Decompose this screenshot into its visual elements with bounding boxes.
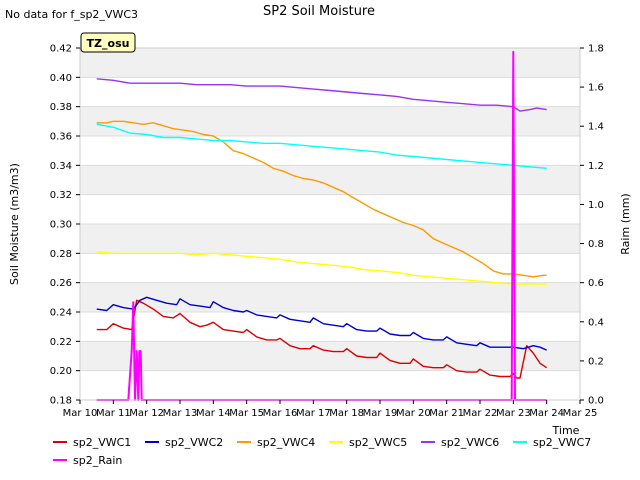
series-line-sp2_VWC6 <box>96 78 547 112</box>
y-tick-label: 0.20 <box>50 366 72 377</box>
x-tick-label: Mar 19 <box>363 408 398 419</box>
legend-label: sp2_VWC1 <box>73 436 131 449</box>
series-line-sp2_VWC5 <box>96 251 547 285</box>
grid-band <box>80 282 580 312</box>
y-tick-label: 0.40 <box>50 73 72 84</box>
x-tick-label: Mar 16 <box>263 408 298 419</box>
series-line-sp2_VWC1 <box>96 299 548 379</box>
x-tick-label: Mar 17 <box>296 408 331 419</box>
y-tick-label: 0.38 <box>50 102 72 113</box>
x-tick-label: Mar 11 <box>96 408 131 419</box>
grid-band <box>80 341 580 371</box>
y-tick-label: 0.34 <box>50 161 72 172</box>
badge-label: TZ_osu <box>87 37 130 50</box>
y-tick-label: 0.28 <box>50 249 72 260</box>
y2-tick-label: 1.4 <box>588 122 604 133</box>
y-tick-label: 0.24 <box>50 308 72 319</box>
x-tick-label: Mar 21 <box>429 408 464 419</box>
series-layer <box>96 50 548 401</box>
legend-label: sp2_VWC6 <box>441 436 499 449</box>
y2-axis-label: Raim (mm) <box>619 193 632 254</box>
y2-tick-label: 0.2 <box>588 356 604 367</box>
grid-bands <box>80 48 580 400</box>
grid-band <box>80 106 580 136</box>
y2-tick-label: 0.8 <box>588 239 604 250</box>
x-tick-label: Mar 18 <box>329 408 364 419</box>
y-tick-label: 0.36 <box>50 132 72 143</box>
series-line-sp2_VWC2 <box>96 296 547 351</box>
grid-band <box>80 370 580 400</box>
y2-tick-label: 1.0 <box>588 200 604 211</box>
badge: TZ_osu <box>80 32 136 53</box>
grid-band <box>80 165 580 195</box>
series-line-sp2_Rain <box>96 50 547 401</box>
series-line-sp2_VWC4 <box>96 120 547 278</box>
y-tick-label: 0.26 <box>50 278 72 289</box>
badge-box <box>80 32 136 53</box>
x-tick-label: Mar 24 <box>529 408 564 419</box>
y-tick-label: 0.30 <box>50 220 72 231</box>
y-axis-left: 0.18 0.20 0.22 0.24 0.26 0.28 0.30 0.32 0.34 0.36… <box>50 44 80 407</box>
y2-tick-label: 0.4 <box>588 317 604 328</box>
grid-band <box>80 253 580 283</box>
legend: sp2_VWC1 sp2_VWC2 sp2_VWC4 sp2_VWC5 sp2_VWC6… <box>53 436 591 467</box>
y-tick-label: 0.42 <box>50 44 72 55</box>
y2-tick-label: 0.6 <box>588 278 604 289</box>
x-tick-label: Mar 22 <box>463 408 498 419</box>
y-tick-label: 0.18 <box>50 396 72 407</box>
y2-tick-label: 1.8 <box>588 44 604 55</box>
grid-band <box>80 224 580 254</box>
legend-label: sp2_VWC7 <box>533 436 591 449</box>
legend-label: sp2_VWC4 <box>257 436 315 449</box>
legend-label: sp2_Rain <box>73 454 122 467</box>
legend-label: sp2_VWC5 <box>349 436 407 449</box>
grid-band <box>80 194 580 224</box>
x-axis-label: Time <box>552 424 580 437</box>
x-tick-label: Mar 23 <box>496 408 531 419</box>
legend-label: sp2_VWC2 <box>165 436 223 449</box>
grid-band <box>80 312 580 342</box>
chart-title: SP2 Soil Moisture <box>263 4 375 19</box>
y2-tick-label: 0.0 <box>588 396 604 407</box>
grid-band <box>80 77 580 107</box>
y-tick-label: 0.32 <box>50 190 72 201</box>
y2-tick-label: 1.2 <box>588 161 604 172</box>
series-line-sp2_VWC7 <box>96 123 547 169</box>
y-axis-label: Soil Moisture (m3/m3) <box>8 163 21 285</box>
x-tick-label: Mar 20 <box>396 408 431 419</box>
x-tick-label: Mar 15 <box>229 408 264 419</box>
x-tick-label: Mar 12 <box>129 408 164 419</box>
x-tick-label: Mar 13 <box>163 408 198 419</box>
y-axis-right: 0.0 0.2 0.4 0.6 0.8 1.0 1.2 1.4 1.6 1.8 <box>580 44 604 407</box>
y-tick-label: 0.22 <box>50 337 72 348</box>
x-tick-label: Mar 10 <box>63 408 98 419</box>
y2-tick-label: 1.6 <box>588 83 604 94</box>
x-tick-label: Mar 14 <box>196 408 231 419</box>
x-tick-label: Mar 25 <box>563 408 598 419</box>
grid-band <box>80 48 580 78</box>
no-data-note: No data for f_sp2_VWC3 <box>5 8 138 21</box>
grid-band <box>80 136 580 166</box>
